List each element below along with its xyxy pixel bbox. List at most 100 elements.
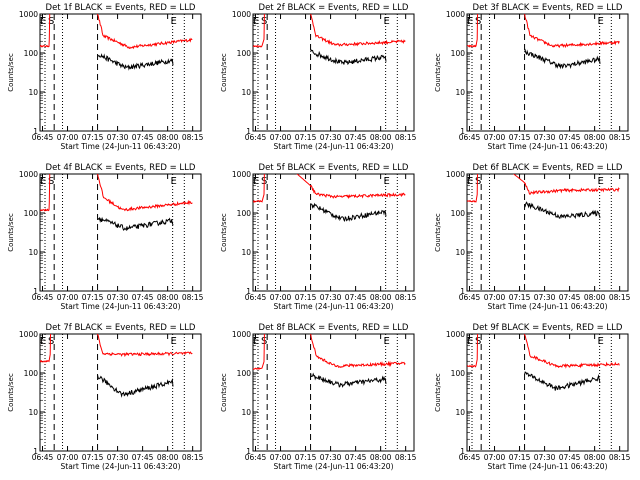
marker-label-e: E [597, 336, 603, 347]
lld-series-line [467, 174, 620, 203]
x-tick-label: 08:00 [584, 453, 606, 462]
x-tick-label: 07:15 [295, 133, 317, 142]
x-axis-label: Start Time (24-Jun-11 06:43:20) [488, 462, 608, 471]
x-axis-label: Start Time (24-Jun-11 06:43:20) [488, 142, 608, 151]
x-tick-label: 08:00 [157, 293, 179, 302]
y-tick-label: 1 [460, 447, 465, 456]
x-tick-label: 08:15 [182, 293, 204, 302]
x-tick-label: 08:00 [370, 453, 392, 462]
x-tick-label: 07:45 [132, 133, 154, 142]
y-axis-label: Counts/sec [7, 213, 15, 252]
plot-frame [39, 173, 202, 292]
plot-frame [252, 13, 415, 132]
marker-label-e: E [170, 16, 176, 27]
y-axis-label: Counts/sec [434, 53, 442, 92]
x-tick-label: 07:45 [132, 293, 154, 302]
x-tick-label: 07:00 [484, 293, 506, 302]
events-series-line [310, 372, 387, 388]
plot-frame [39, 13, 202, 132]
x-tick-label: 08:15 [395, 453, 417, 462]
x-tick-label: 07:15 [82, 133, 104, 142]
y-tick-label: 100 [237, 369, 252, 378]
x-tick-label: 07:00 [270, 293, 292, 302]
x-tick-label: 08:00 [370, 133, 392, 142]
marker-label-e: E [383, 176, 389, 187]
events-series-line [97, 216, 174, 232]
x-tick-label: 08:15 [609, 453, 631, 462]
y-tick-label: 100 [451, 209, 466, 218]
y-tick-label: 1 [246, 127, 251, 136]
y-tick-label: 1000 [232, 10, 251, 19]
panel-title: Det 8f BLACK = Events, RED = LLD [259, 323, 409, 333]
marker-label-e: E [597, 16, 603, 27]
y-tick-label: 10 [241, 248, 251, 257]
marker-label-e: E [40, 16, 46, 27]
plot-frame [466, 13, 629, 132]
plot-frame [252, 333, 415, 452]
marker-label-s: S [475, 16, 481, 27]
marker-label-e: E [40, 176, 46, 187]
x-tick-label: 07:00 [57, 133, 79, 142]
y-tick-label: 1000 [446, 10, 465, 19]
marker-label-e: E [40, 336, 46, 347]
panel-title: Det 1f BLACK = Events, RED = LLD [46, 3, 196, 13]
y-tick-label: 100 [237, 209, 252, 218]
x-tick-label: 07:15 [295, 453, 317, 462]
marker-label-e: E [467, 336, 473, 347]
y-tick-label: 1000 [19, 10, 38, 19]
x-axis-label: Start Time (24-Jun-11 06:43:20) [61, 142, 181, 151]
x-tick-label: 07:30 [320, 293, 342, 302]
y-tick-label: 10 [241, 88, 251, 97]
x-tick-label: 07:30 [320, 453, 342, 462]
panel-title: Det 9f BLACK = Events, RED = LLD [473, 323, 623, 333]
y-axis-label: Counts/sec [7, 53, 15, 92]
y-axis-label: Counts/sec [220, 373, 228, 412]
y-tick-label: 1000 [232, 170, 251, 179]
x-tick-label: 07:00 [484, 453, 506, 462]
x-tick-label: 07:00 [57, 293, 79, 302]
x-axis-label: Start Time (24-Jun-11 06:43:20) [274, 142, 394, 151]
y-tick-label: 10 [28, 248, 38, 257]
y-tick-label: 10 [28, 408, 38, 417]
plot-frame [466, 333, 629, 452]
x-tick-label: 07:30 [534, 133, 556, 142]
y-axis-label: Counts/sec [434, 213, 442, 252]
y-axis-label: Counts/sec [220, 213, 228, 252]
panel-title: Det 5f BLACK = Events, RED = LLD [259, 163, 409, 173]
marker-label-e: E [467, 16, 473, 27]
marker-label-e: E [253, 16, 259, 27]
x-tick-label: 08:15 [395, 133, 417, 142]
lld-series-line [253, 14, 406, 48]
x-tick-label: 07:45 [559, 453, 581, 462]
panel-title: Det 3f BLACK = Events, RED = LLD [473, 3, 623, 13]
y-tick-label: 100 [24, 369, 39, 378]
y-tick-label: 100 [237, 49, 252, 58]
plot-frame [39, 333, 202, 452]
x-tick-label: 08:00 [584, 133, 606, 142]
x-tick-label: 07:30 [534, 453, 556, 462]
y-axis-label: Counts/sec [7, 373, 15, 412]
marker-label-e: E [253, 336, 259, 347]
y-tick-label: 10 [241, 408, 251, 417]
lld-series-line [40, 334, 193, 363]
x-axis-label: Start Time (24-Jun-11 06:43:20) [274, 302, 394, 311]
x-tick-label: 07:00 [484, 133, 506, 142]
marker-label-e: E [170, 176, 176, 187]
x-tick-label: 07:45 [345, 453, 367, 462]
marker-label-s: S [48, 176, 54, 187]
events-series-line [310, 49, 387, 66]
lld-series-line [40, 14, 193, 50]
y-tick-label: 1 [246, 287, 251, 296]
x-tick-label: 07:00 [270, 453, 292, 462]
x-tick-label: 08:00 [370, 293, 392, 302]
x-tick-label: 07:00 [270, 133, 292, 142]
y-tick-label: 100 [24, 49, 39, 58]
y-tick-label: 1 [246, 447, 251, 456]
x-tick-label: 07:45 [559, 293, 581, 302]
marker-label-s: S [48, 16, 54, 27]
events-series-line [524, 371, 601, 391]
x-tick-label: 07:15 [82, 453, 104, 462]
x-tick-label: 06:45 [459, 293, 481, 302]
